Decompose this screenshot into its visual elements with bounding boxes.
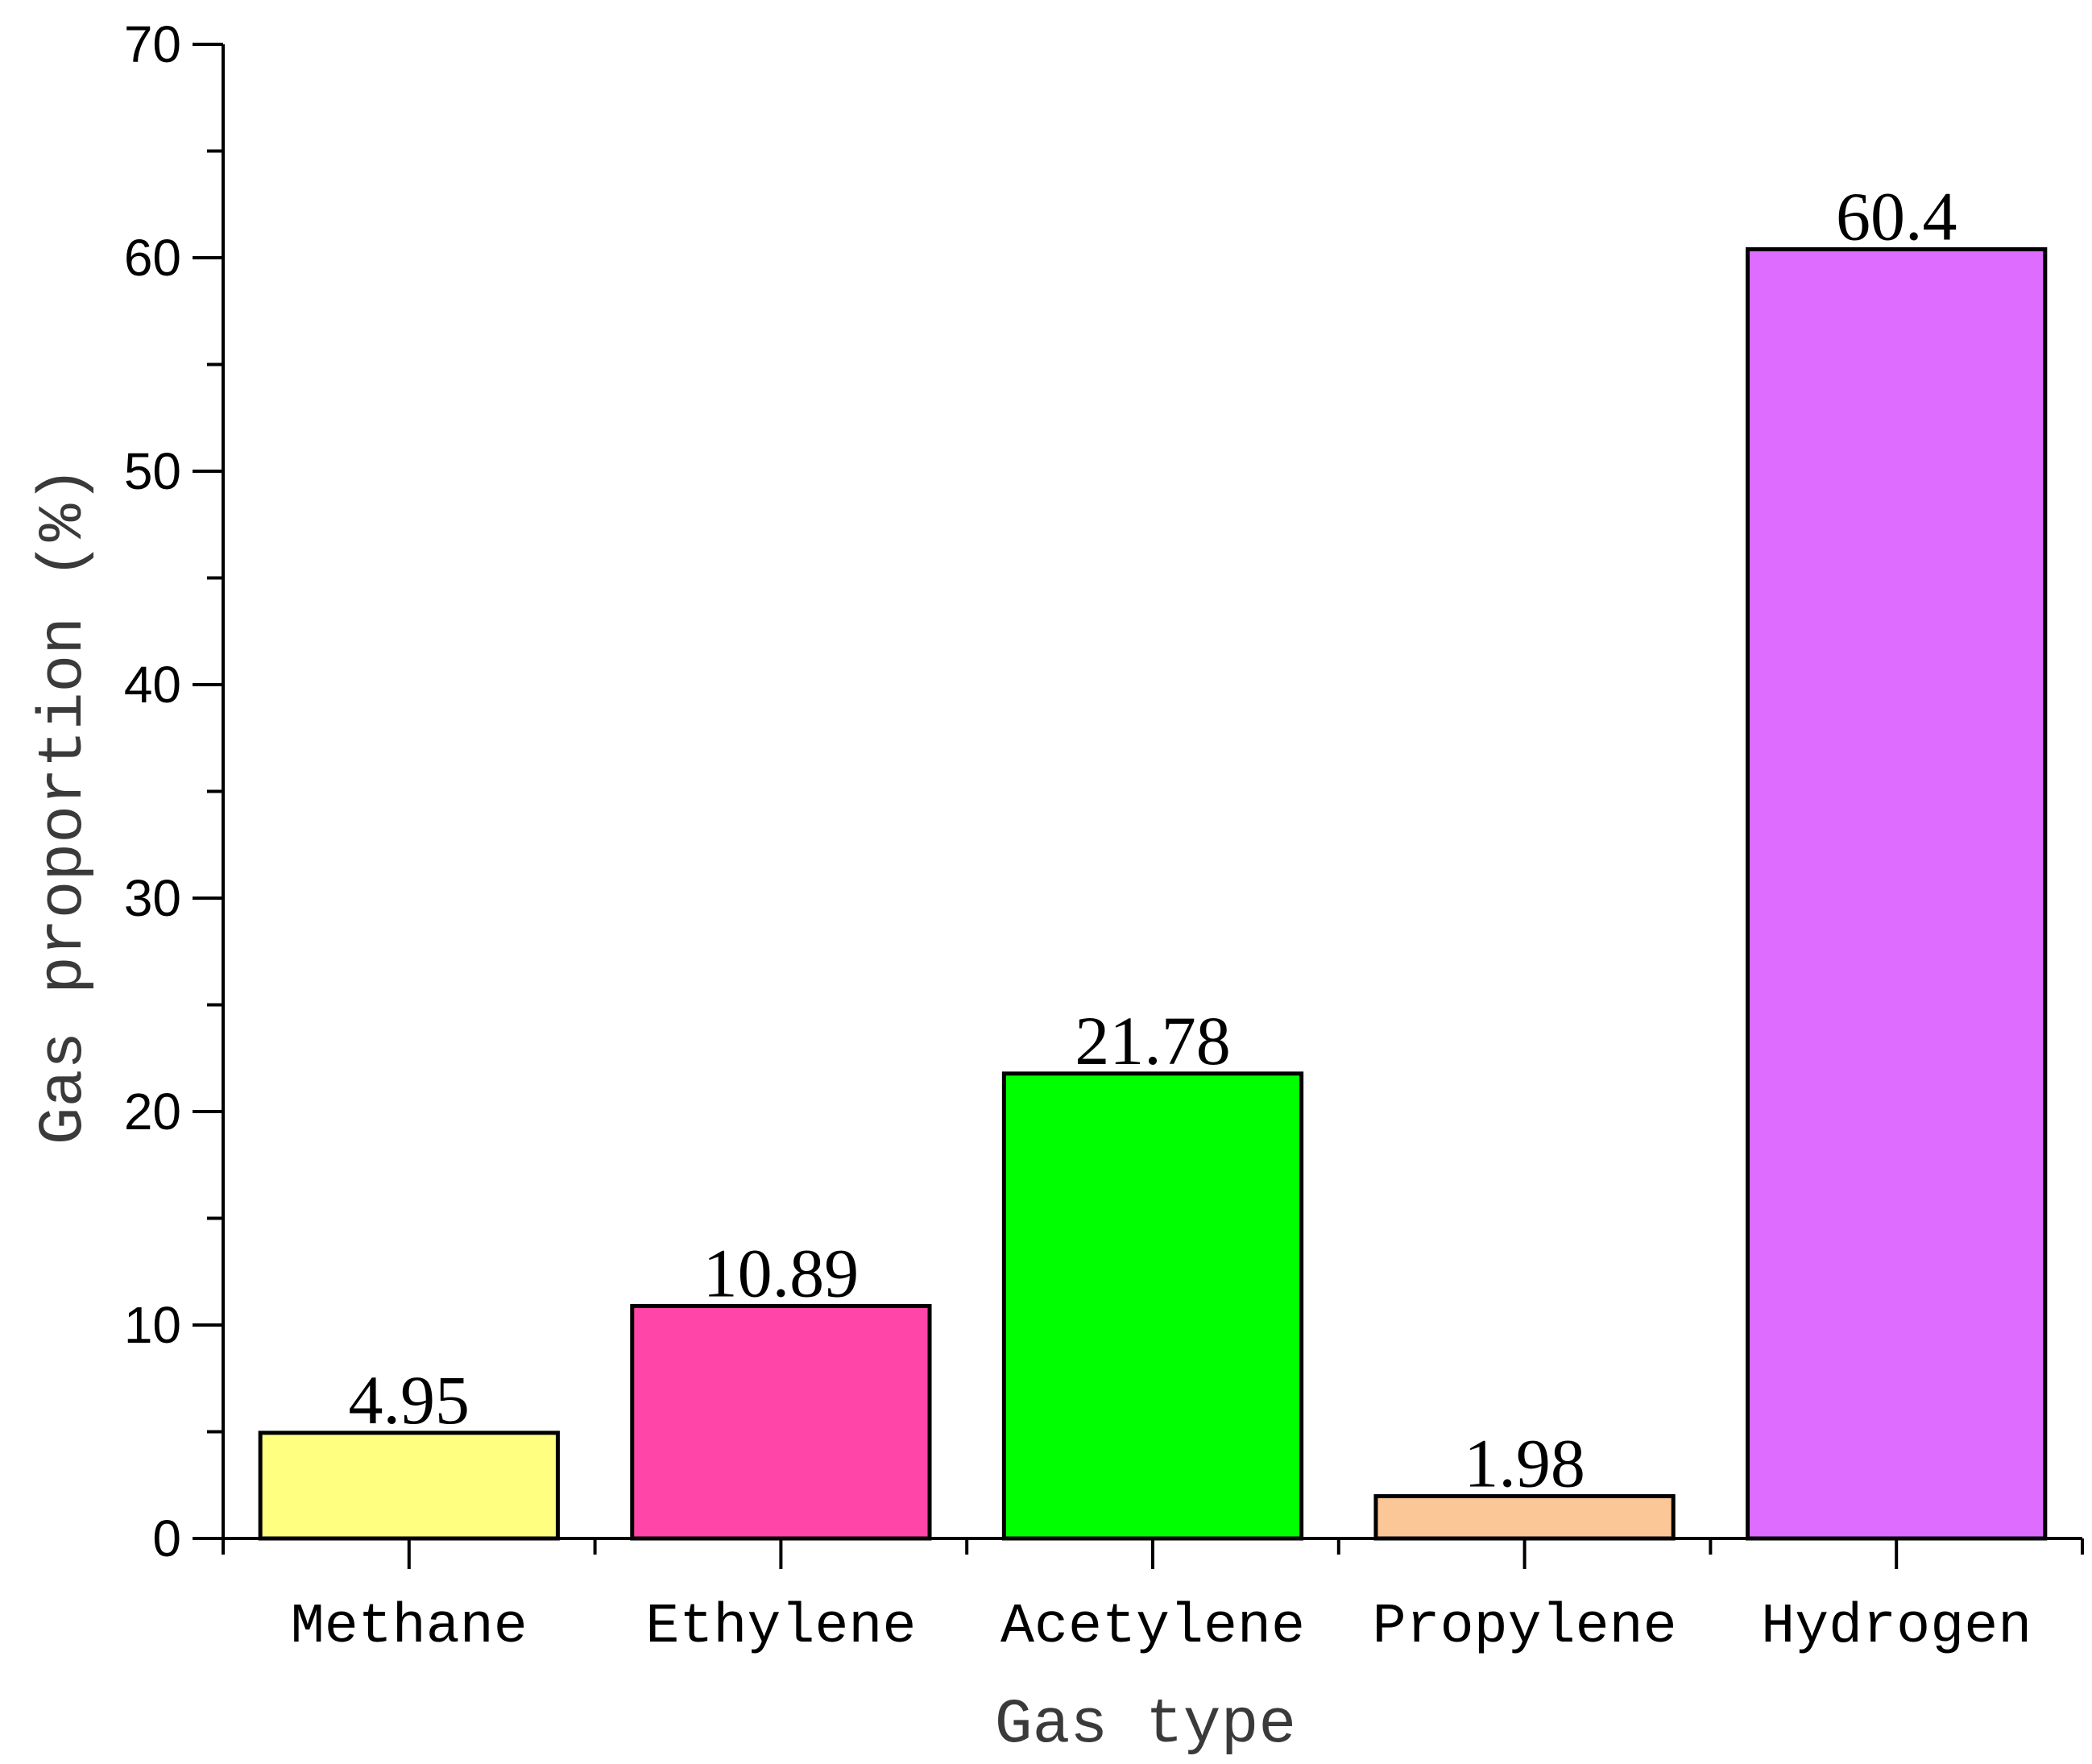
value-label-hydrogen: 60.4 — [1836, 177, 1957, 255]
x-tick-label-methane: Methane — [291, 1596, 528, 1659]
bars-group — [258, 246, 2048, 1541]
y-tick-label: 30 — [124, 869, 181, 927]
y-tick-label: 20 — [124, 1083, 181, 1141]
bar-propylene — [1373, 1494, 1676, 1541]
x-tick-label-propylene: Propylene — [1373, 1596, 1677, 1659]
value-labels-group: 4.95 10.89 21.78 1.98 60.4 — [349, 177, 1957, 1501]
x-tick-label-acetylene: Acetylene — [1000, 1596, 1305, 1659]
value-label-ethylene: 10.89 — [703, 1234, 860, 1311]
y-tick-label: 0 — [152, 1509, 181, 1567]
x-tick-label-ethylene: Ethylene — [645, 1596, 916, 1659]
y-tick-label: 40 — [124, 656, 181, 714]
bar-ethylene — [630, 1303, 932, 1541]
y-ticks-group: 0 10 20 30 40 50 60 70 — [124, 15, 223, 1567]
bar-acetylene — [1001, 1071, 1304, 1541]
value-label-methane: 4.95 — [349, 1361, 470, 1439]
y-tick-label: 50 — [124, 442, 181, 500]
x-axis-title: Gas type — [995, 1690, 1296, 1761]
y-tick-label: 10 — [124, 1296, 181, 1354]
value-label-propylene: 1.98 — [1464, 1425, 1585, 1502]
y-axis-title: Gas proportion (%) — [29, 466, 100, 1145]
bar-hydrogen — [1746, 246, 2048, 1541]
y-tick-label: 60 — [124, 229, 181, 287]
x-ticks-group: Methane Ethylene Acetylene Propylene Hydroge… — [222, 1538, 2084, 1659]
x-tick-label-hydrogen: Hydrogen — [1761, 1596, 2032, 1659]
bar-methane — [258, 1431, 560, 1541]
value-label-acetylene: 21.78 — [1075, 1002, 1231, 1079]
y-tick-label: 70 — [124, 15, 181, 73]
